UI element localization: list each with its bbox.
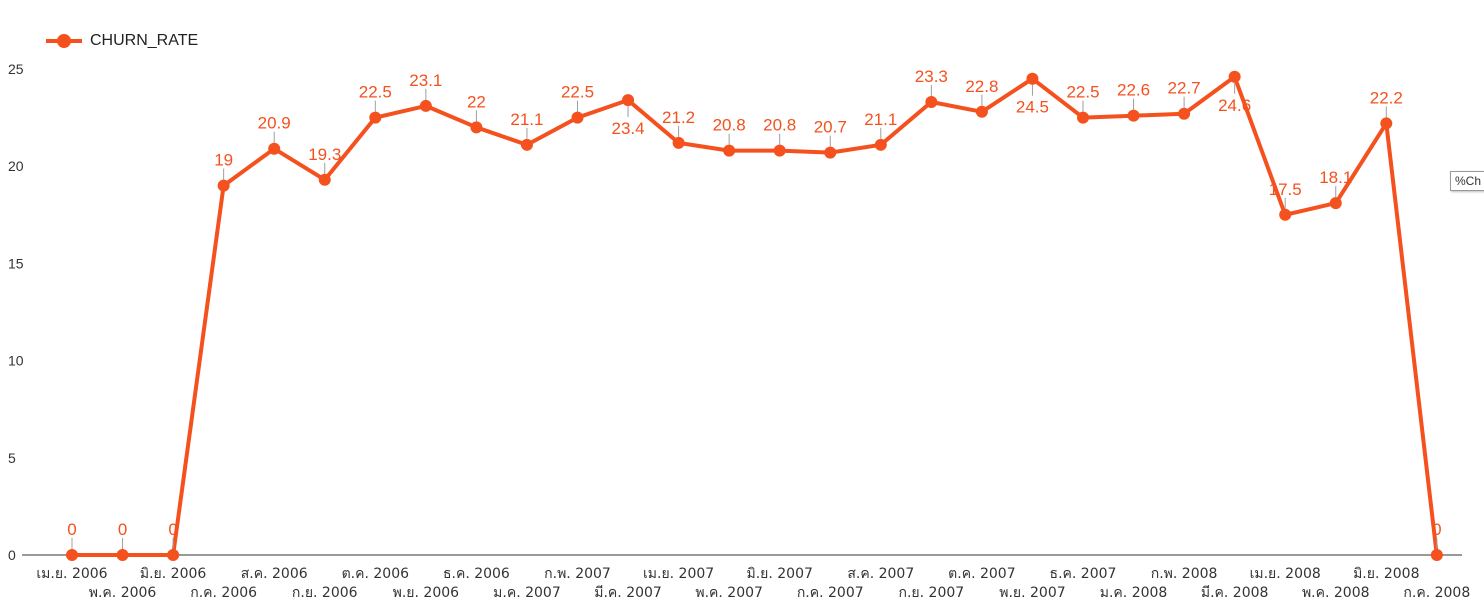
legend-label: CHURN_RATE — [90, 32, 199, 49]
data-label: 24.6 — [1218, 96, 1251, 115]
x-tick-label: พ.ย. 2007 — [999, 585, 1065, 601]
data-label: 21.1 — [510, 110, 543, 129]
data-point — [268, 142, 281, 155]
data-point — [874, 138, 887, 151]
data-label: 23.3 — [915, 67, 948, 86]
x-tick-label: ก.ค. 2006 — [190, 585, 257, 601]
data-point — [1228, 70, 1241, 83]
data-point — [1329, 197, 1342, 210]
data-point — [470, 121, 483, 134]
data-label: 19 — [214, 151, 233, 170]
x-tick-label: เม.ย. 2007 — [643, 566, 714, 582]
data-label: 22.6 — [1117, 81, 1150, 100]
x-tick-label: ต.ค. 2007 — [948, 566, 1015, 582]
x-tick-label: ธ.ค. 2007 — [1050, 566, 1117, 582]
data-label: 22.5 — [359, 83, 392, 102]
data-point — [622, 94, 635, 107]
data-label: 23.4 — [612, 119, 645, 138]
x-tick-label: เม.ย. 2008 — [1250, 566, 1321, 582]
x-tick-label: พ.ค. 2008 — [1302, 585, 1370, 601]
x-tick-label: มิ.ย. 2008 — [1353, 566, 1419, 582]
data-label: 24.5 — [1016, 98, 1049, 117]
x-tick-label: ม.ค. 2007 — [493, 585, 561, 601]
x-tick-label: ส.ค. 2007 — [847, 566, 914, 582]
tooltip: %Ch — [1450, 171, 1484, 191]
data-point — [773, 144, 786, 157]
y-tick-label: 25 — [8, 61, 24, 77]
data-point — [723, 144, 736, 157]
data-label: 0 — [168, 520, 177, 539]
data-point — [318, 173, 331, 186]
data-point — [672, 136, 685, 149]
data-label: 22 — [467, 92, 486, 111]
data-label: 21.1 — [864, 110, 897, 129]
data-label: 20.9 — [258, 114, 291, 133]
x-tick-label: ก.พ. 2008 — [1151, 566, 1218, 582]
x-tick-label: มี.ค. 2008 — [1201, 585, 1269, 601]
x-tick-label: ก.ค. 2008 — [1403, 585, 1470, 601]
data-label: 0 — [67, 520, 76, 539]
legend[interactable]: CHURN_RATE — [46, 31, 198, 51]
x-tick-label: พ.ย. 2006 — [393, 585, 460, 601]
data-label: 20.8 — [763, 116, 796, 135]
data-label: 22.5 — [561, 83, 594, 102]
x-tick-label: เม.ย. 2006 — [36, 566, 107, 582]
x-tick-label: ก.ย. 2006 — [292, 585, 358, 601]
x-tick-label: ก.ค. 2007 — [797, 585, 864, 601]
data-point — [116, 549, 129, 561]
data-point — [571, 111, 584, 124]
x-tick-label: ก.พ. 2007 — [544, 566, 611, 582]
data-point — [217, 179, 230, 192]
data-label: 23.1 — [409, 71, 442, 90]
series-line — [70, 74, 1439, 557]
data-point — [1380, 117, 1393, 130]
y-tick-label: 15 — [8, 255, 24, 271]
data-label: 18.1 — [1319, 168, 1352, 187]
data-point — [925, 96, 938, 109]
data-point — [66, 549, 78, 561]
data-point — [1127, 109, 1140, 122]
x-tick-label: ส.ค. 2006 — [241, 566, 308, 582]
data-point — [1178, 107, 1191, 120]
x-tick-label: มิ.ย. 2007 — [746, 566, 812, 582]
y-tick-label: 0 — [8, 547, 16, 563]
data-label: 0 — [1432, 520, 1441, 539]
x-tick-label: ต.ค. 2006 — [342, 566, 410, 582]
y-tick-label: 20 — [8, 158, 24, 174]
x-tick-label: ม.ค. 2008 — [1100, 585, 1168, 601]
data-point — [975, 105, 988, 118]
data-point — [167, 549, 180, 561]
data-label: 0 — [118, 520, 127, 539]
data-point — [520, 138, 533, 151]
data-point — [824, 146, 837, 159]
data-point — [369, 111, 382, 124]
x-tick-label: ก.ย. 2007 — [899, 585, 965, 601]
data-label: 22.7 — [1168, 79, 1201, 98]
y-tick-label: 5 — [8, 450, 16, 466]
data-label: 21.2 — [662, 108, 695, 127]
data-label: 22.8 — [965, 77, 998, 96]
data-label: 22.2 — [1370, 88, 1403, 107]
data-label: 22.5 — [1066, 83, 1099, 102]
data-point — [419, 99, 432, 112]
x-tick-label: มี.ค. 2007 — [594, 585, 662, 601]
legend-marker-icon — [46, 31, 82, 51]
x-tick-label: พ.ค. 2007 — [695, 585, 763, 601]
x-tick-label: พ.ค. 2006 — [89, 585, 157, 601]
data-label: 20.7 — [814, 118, 847, 137]
data-label: 17.5 — [1269, 180, 1302, 199]
data-point — [1430, 549, 1443, 561]
x-tick-label: ธ.ค. 2006 — [443, 566, 510, 582]
data-label: 20.8 — [713, 116, 746, 135]
y-tick-label: 10 — [8, 353, 24, 369]
x-tick-label: มิ.ย. 2006 — [140, 566, 207, 582]
data-point — [1026, 72, 1039, 85]
data-label: 19.3 — [308, 145, 341, 164]
legend-dot — [57, 34, 71, 48]
data-point — [1077, 111, 1089, 124]
data-point — [1279, 208, 1292, 221]
